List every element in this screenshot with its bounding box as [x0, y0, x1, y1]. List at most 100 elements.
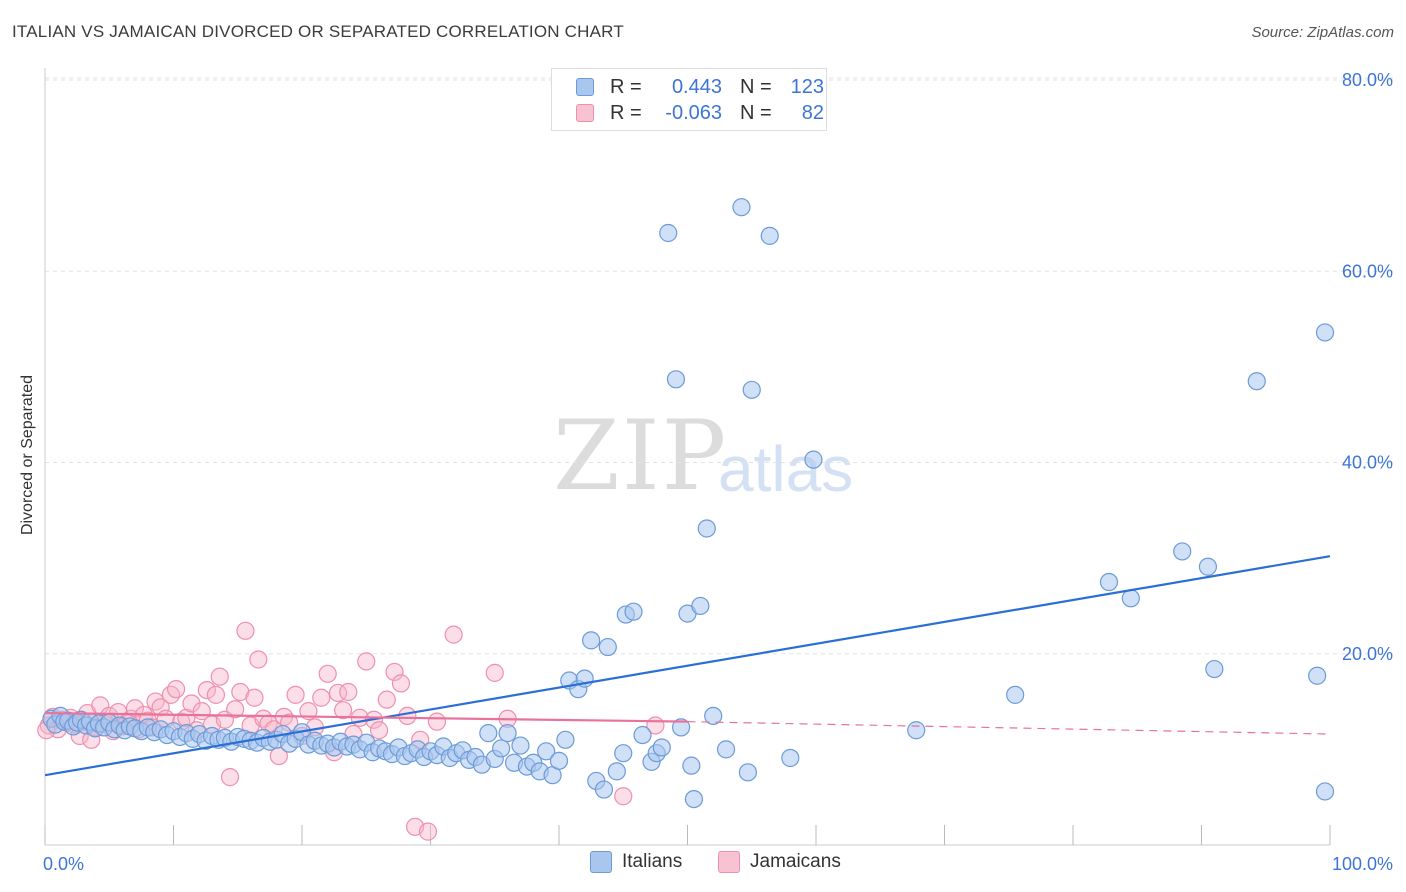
jamaicans-trend-line [44, 711, 688, 723]
italians-point [1198, 557, 1218, 576]
jamaicans-point [166, 680, 186, 699]
italians-point [682, 756, 701, 775]
jamaicans-point [249, 650, 268, 669]
jamaicans-points [37, 621, 665, 841]
italians-point [742, 380, 761, 399]
jamaicans-point [146, 692, 165, 711]
italians-legend-swatch [590, 851, 612, 873]
legend-row-italians: R = 0.443 N = 123 [576, 75, 824, 99]
italians-point [1315, 782, 1335, 801]
jamaicans-point [485, 663, 504, 682]
italians-point [492, 739, 511, 758]
jamaicans-point [398, 706, 417, 726]
jamaicans-point [427, 712, 447, 731]
jamaicans-swatch [576, 104, 594, 122]
italians-point [671, 718, 691, 737]
italians-point [598, 637, 617, 657]
jamaicans-point [444, 625, 463, 644]
italians-point [1205, 659, 1224, 679]
italians-point [738, 763, 757, 782]
italians-point [498, 724, 517, 743]
italians-point [716, 740, 736, 759]
grid-lines [45, 77, 1395, 655]
jamaicans-point [161, 685, 181, 704]
y-tick-label: 80.0% [1342, 70, 1393, 90]
r-value-italians: 0.443 [671, 75, 722, 98]
jamaicans-point [385, 662, 404, 682]
italians-point [732, 198, 751, 217]
italians-point [1315, 323, 1335, 342]
italians-point [1099, 572, 1119, 592]
italians-point [582, 631, 601, 650]
x-tick-label-min: 0.0% [43, 854, 84, 874]
legend-item-jamaicans[interactable]: Jamaicans [718, 851, 841, 873]
italians-point [684, 789, 704, 809]
jamaicans-point [210, 667, 229, 686]
italians-legend-label: Italians [622, 851, 683, 872]
jamaicans-point [418, 822, 438, 841]
n-label: N = [740, 101, 772, 124]
italians-point [614, 744, 633, 763]
trend-lines [44, 555, 1331, 777]
italians-point [1308, 666, 1327, 685]
italians-point [760, 226, 779, 245]
jamaicans-point [370, 721, 389, 740]
italians-point [1121, 589, 1140, 608]
jamaicans-point [614, 787, 633, 806]
italians-point [652, 738, 671, 757]
source-credit: Source: ZipAtlas.com [1251, 24, 1394, 41]
italians-point [511, 736, 530, 755]
jamaicans-point [357, 652, 376, 671]
italians-swatch [576, 78, 594, 96]
jamaicans-point [299, 702, 318, 721]
italians-point [594, 780, 614, 799]
italians-point [1173, 542, 1192, 561]
jamaicans-point [151, 698, 170, 717]
jamaicans-point [226, 700, 245, 719]
y-tick-label: 20.0% [1342, 644, 1393, 664]
watermark-zip: ZIP [553, 400, 729, 512]
x-tick-label-max: 100.0% [1332, 854, 1393, 874]
legend-row-jamaicans: R = -0.063 N = 82 [576, 101, 824, 125]
jamaicans-point [220, 768, 240, 787]
legend-item-italians[interactable]: Italians [590, 851, 682, 873]
r-label: R = [610, 75, 642, 98]
italians-point [781, 748, 800, 768]
italians-points [42, 198, 1335, 809]
y-tick-label: 60.0% [1342, 261, 1393, 281]
jamaicans-point [197, 680, 217, 700]
italians-point [907, 721, 926, 740]
watermark-atlas: atlas [718, 433, 854, 505]
italians-point [479, 724, 498, 743]
jamaicans-point [318, 664, 337, 683]
jamaicans-point [339, 682, 358, 702]
r-value-jamaicans: -0.063 [665, 101, 722, 124]
jamaicans-point [334, 701, 353, 720]
jamaicans-trend-extension [687, 721, 1331, 735]
n-value-italians: 123 [790, 75, 824, 98]
italians-point [691, 596, 710, 616]
jamaicans-point [391, 674, 411, 693]
italians-point [666, 370, 686, 389]
jamaicans-legend-label: Jamaicans [750, 851, 841, 872]
r-label: R = [610, 101, 642, 124]
italians-point [804, 450, 823, 469]
italians-point [556, 730, 575, 749]
italians-point [704, 706, 723, 726]
y-tick-label: 40.0% [1342, 453, 1393, 473]
n-value-jamaicans: 82 [801, 101, 824, 124]
jamaicans-point [286, 685, 305, 704]
italians-point [697, 519, 716, 538]
jamaicans-point [312, 688, 331, 707]
jamaicans-point [245, 688, 264, 707]
jamaicans-point [236, 621, 255, 640]
italians-point [624, 602, 643, 621]
jamaicans-legend-swatch [718, 851, 740, 873]
italians-point [659, 223, 678, 243]
jamaicans-point [182, 694, 201, 713]
n-label: N = [740, 75, 772, 98]
jamaicans-point [377, 690, 396, 709]
italians-trend-line [44, 555, 1331, 777]
italians-point [1006, 685, 1025, 704]
